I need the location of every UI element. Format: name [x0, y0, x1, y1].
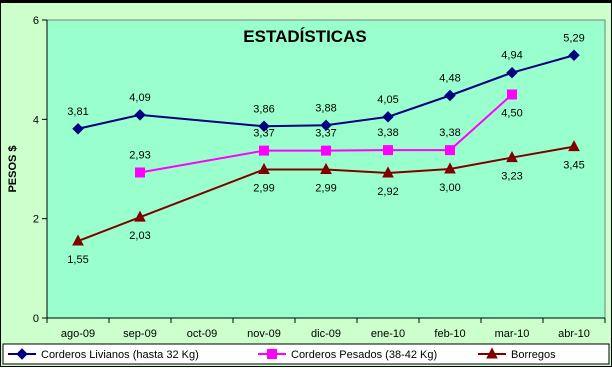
y-axis-title: PESOS $ [7, 145, 19, 192]
legend-box [2, 343, 610, 365]
legend-entry-2: Corderos Pesados (38-42 Kg) [258, 349, 437, 361]
data-point-marker [383, 145, 393, 156]
series-group-1 [72, 49, 580, 135]
data-point-marker [568, 49, 580, 61]
data-label: 3,86 [253, 103, 274, 115]
data-point-marker [506, 151, 518, 163]
data-label: 2,92 [377, 186, 398, 198]
data-label: 4,50 [501, 108, 522, 120]
x-tick-label: mar-10 [495, 328, 530, 340]
data-label: 2,99 [315, 182, 336, 194]
data-point-marker [444, 162, 456, 174]
data-point-marker [72, 123, 84, 135]
data-label: 3,23 [501, 171, 522, 183]
data-label: 4,94 [501, 50, 522, 62]
legend-entry-3: Borregos [478, 347, 556, 361]
data-label: 4,05 [377, 94, 398, 106]
data-label: 3,38 [377, 127, 398, 139]
x-tick-label: nov-09 [247, 328, 281, 340]
legend-label: Corderos Pesados (38-42 Kg) [291, 349, 437, 361]
data-label: 1,55 [67, 254, 88, 266]
data-label: 3,81 [67, 106, 88, 118]
y-tick-label: 4 [33, 114, 39, 126]
legend-label: Borregos [511, 349, 556, 361]
data-label: 2,03 [129, 230, 150, 242]
y-tick-label: 6 [33, 15, 39, 27]
data-point-marker [72, 234, 84, 246]
data-point-marker [134, 109, 146, 121]
series-group-2 [135, 89, 517, 178]
data-label: 3,38 [439, 127, 460, 139]
data-label: 3,37 [315, 128, 336, 140]
data-point-marker [321, 145, 331, 156]
data-point-marker [320, 119, 332, 132]
data-point-marker [506, 66, 518, 79]
series-line [77, 145, 575, 242]
data-point-marker [568, 140, 580, 152]
data-label: 5,29 [563, 32, 584, 44]
data-point-marker [320, 162, 332, 174]
legend-label: Corderos Livianos (hasta 32 Kg) [41, 349, 199, 361]
y-tick-label: 0 [33, 313, 39, 325]
x-tick-label: dic-09 [311, 328, 341, 340]
data-label: 3,37 [253, 128, 274, 140]
series-line [77, 54, 575, 130]
data-label: 2,99 [253, 182, 274, 194]
data-point-marker [16, 348, 28, 360]
data-label: 3,00 [439, 182, 460, 194]
x-tick-label: ene-10 [371, 328, 405, 340]
data-point-marker [134, 210, 146, 222]
data-point-marker [507, 89, 517, 100]
data-label: 3,45 [563, 160, 584, 172]
x-tick-label: feb-10 [434, 328, 465, 340]
x-tick-label: abr-10 [558, 328, 590, 340]
chart-title: ESTADÍSTICAS [243, 27, 366, 46]
series-line [139, 93, 513, 174]
data-label: 2,93 [129, 149, 150, 161]
data-label: 3,88 [315, 102, 336, 114]
data-point-marker [445, 145, 455, 156]
top-border-bar [0, 0, 612, 3]
legend-entry-1: Corderos Livianos (hasta 32 Kg) [8, 348, 199, 361]
data-point-marker [258, 120, 270, 132]
data-point-marker [259, 145, 269, 156]
data-point-marker [382, 166, 394, 178]
x-tick-label: oct-09 [187, 328, 218, 340]
data-point-marker [444, 89, 456, 102]
data-point-marker [267, 349, 277, 359]
x-tick-label: sep-09 [123, 328, 157, 340]
data-point-marker [258, 162, 270, 174]
series-group-3 [72, 140, 580, 246]
data-label: 4,09 [129, 92, 150, 104]
data-point-marker [382, 111, 394, 123]
data-point-marker [486, 347, 498, 359]
data-label: 4,48 [439, 72, 460, 84]
data-point-marker [135, 167, 145, 178]
y-tick-label: 2 [33, 214, 39, 226]
x-tick-label: ago-09 [61, 328, 95, 340]
